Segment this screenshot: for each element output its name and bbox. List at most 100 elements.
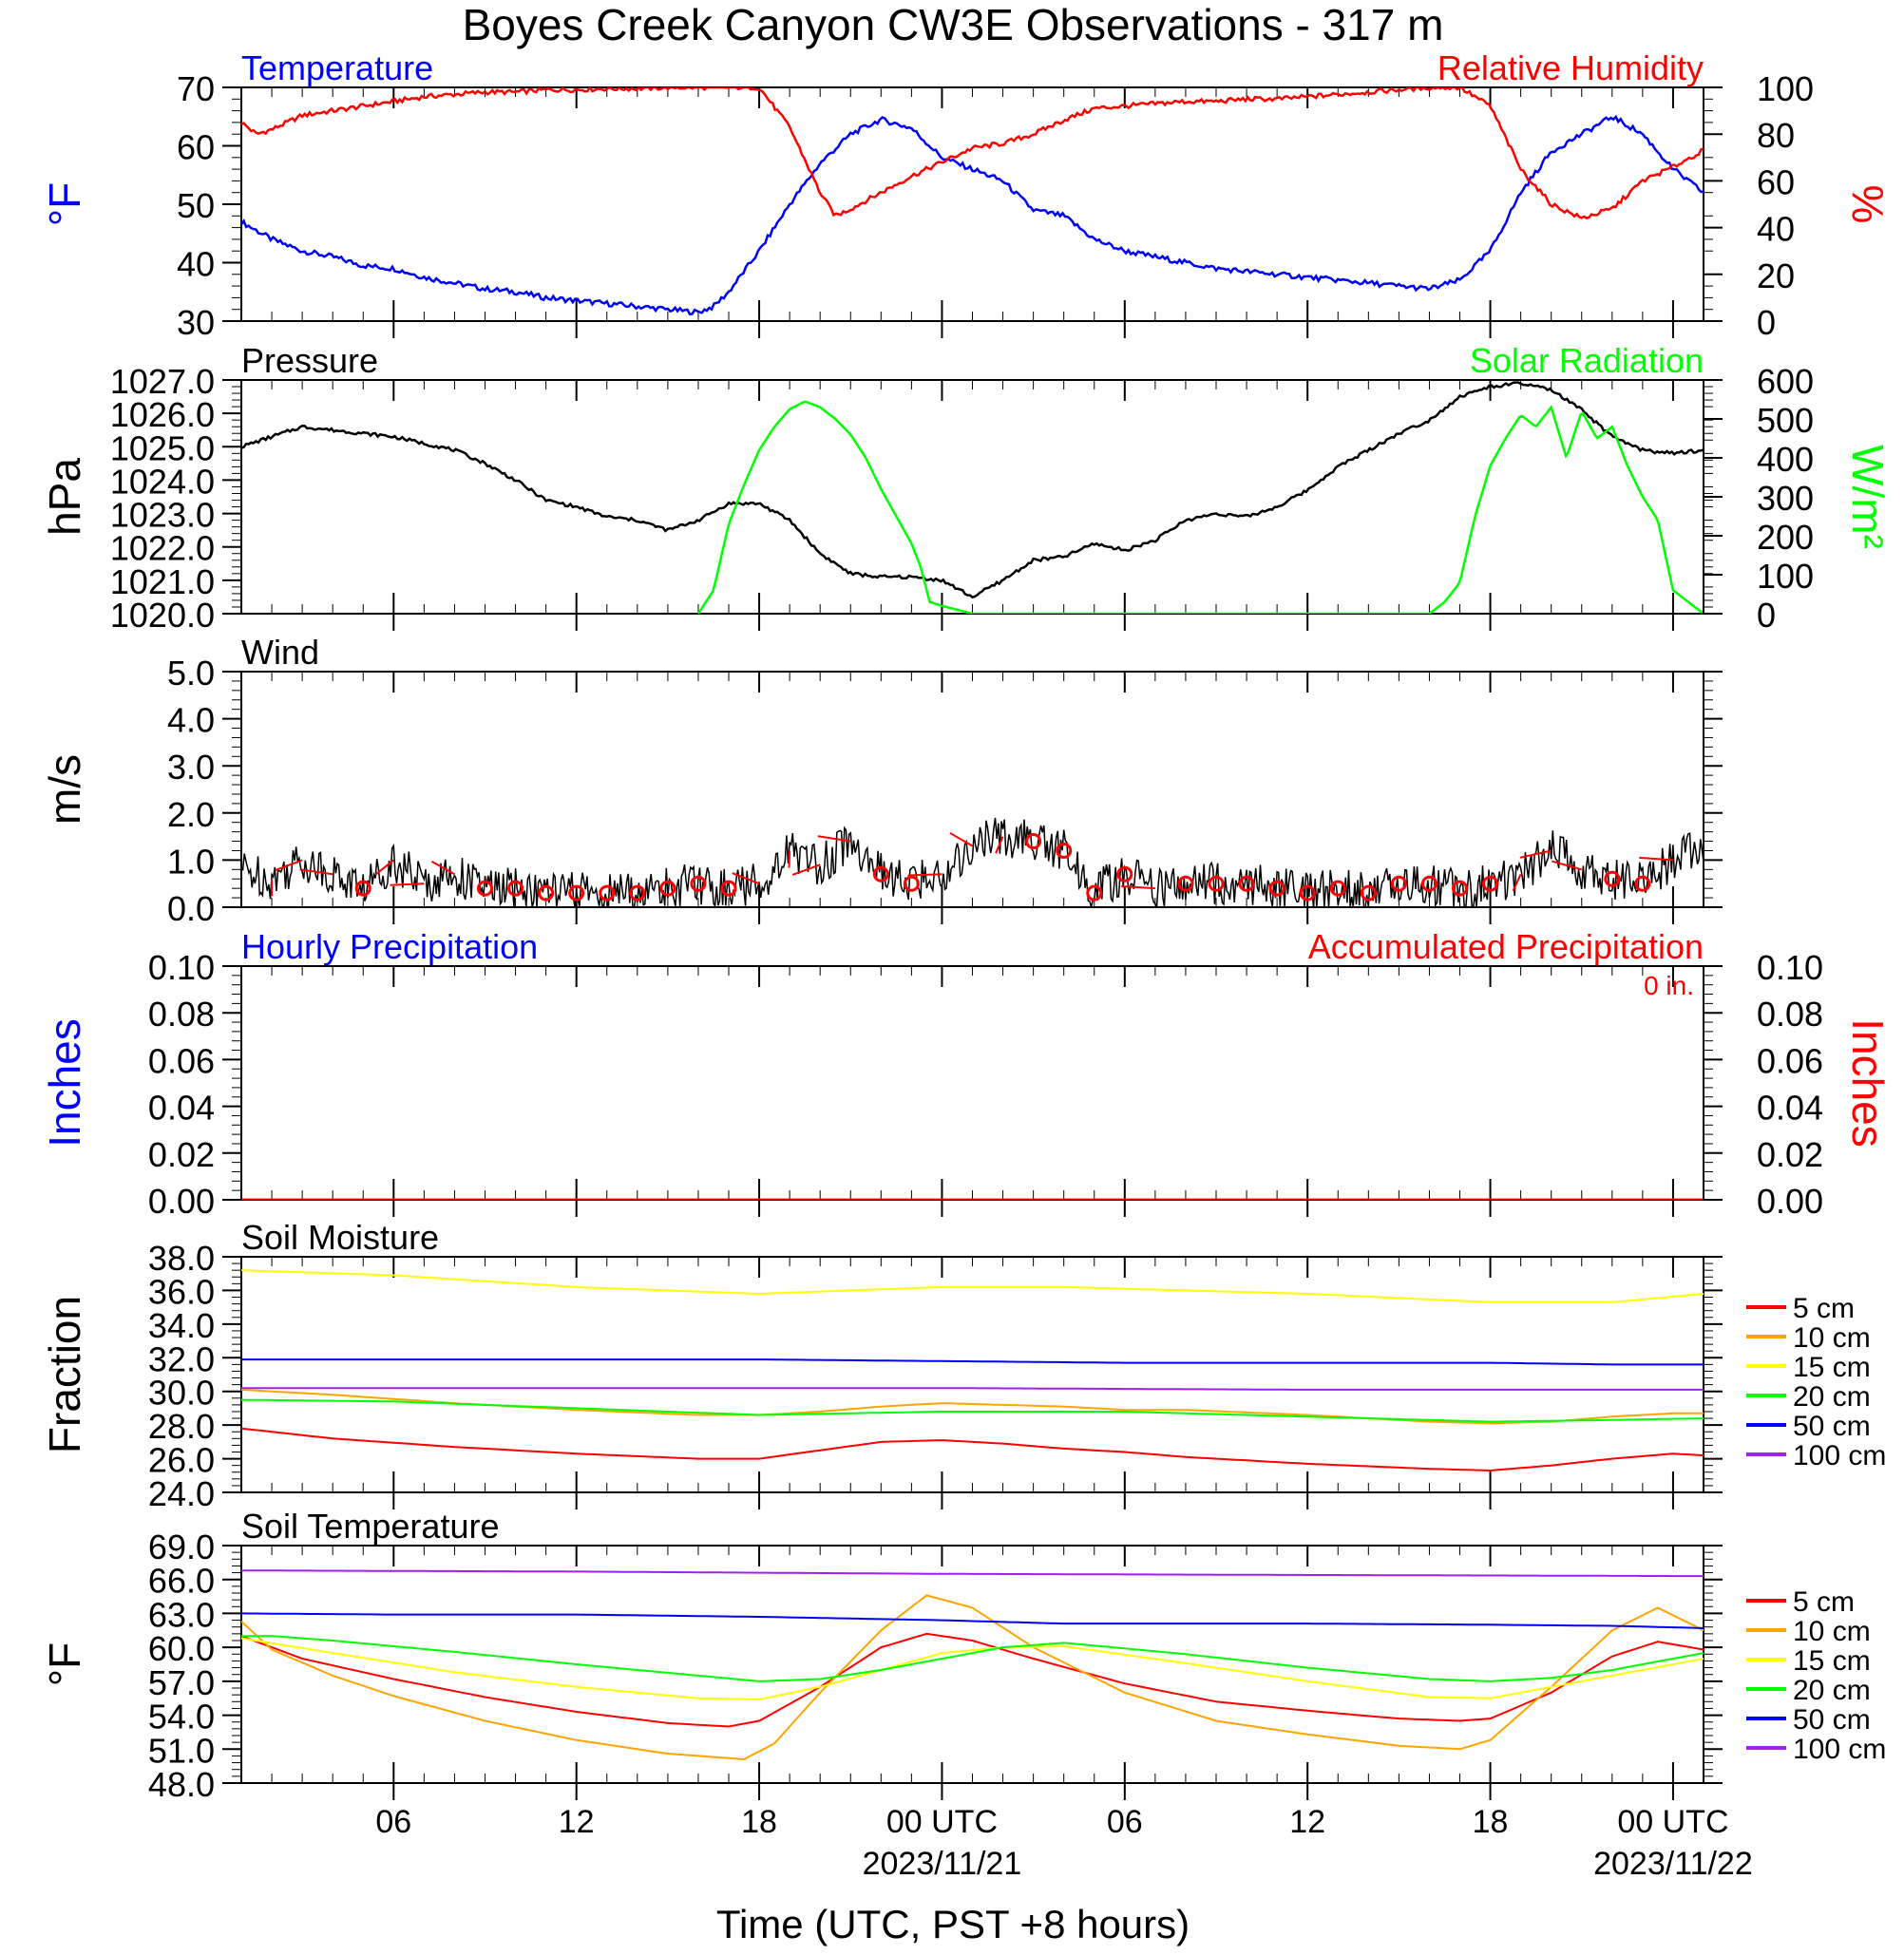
y-tick-label: 1025.0 bbox=[110, 428, 215, 467]
legend-label: 100 cm bbox=[1793, 1440, 1886, 1471]
y-tick-label: 0.06 bbox=[148, 1041, 215, 1080]
wind-barb-calm bbox=[1086, 884, 1103, 902]
wind-barb bbox=[1121, 884, 1155, 890]
y-tick-label: 34.0 bbox=[148, 1306, 215, 1345]
wind-barb bbox=[299, 868, 333, 876]
y-tick-label: 38.0 bbox=[148, 1239, 215, 1278]
y-tick-label: 66.0 bbox=[148, 1562, 215, 1601]
y-tick-label-right: 0 bbox=[1757, 596, 1776, 635]
legend-label: 20 cm bbox=[1793, 1381, 1871, 1413]
y-tick-label: 40 bbox=[177, 245, 215, 284]
y-tick-label: 48.0 bbox=[148, 1765, 215, 1804]
y-tick-label: 1023.0 bbox=[110, 496, 215, 535]
y-axis-label-left: Fraction bbox=[40, 1296, 89, 1453]
x-tick-label: 06 bbox=[1107, 1804, 1143, 1840]
legend-label: 100 cm bbox=[1793, 1734, 1886, 1765]
y-tick-label: 30.0 bbox=[148, 1374, 215, 1413]
y-tick-label-right: 200 bbox=[1757, 518, 1814, 557]
wind-barb-calm bbox=[538, 884, 555, 902]
wind-barb bbox=[995, 836, 1004, 854]
series-line-solar-radiation bbox=[696, 400, 1704, 614]
y-axis-label-right: Inches bbox=[1843, 1018, 1893, 1148]
y-tick-label-right: 500 bbox=[1757, 401, 1814, 440]
wind-barb-calm bbox=[1604, 870, 1621, 887]
y-tick-label: 2.0 bbox=[167, 795, 215, 834]
y-tick-label: 5.0 bbox=[167, 654, 215, 693]
y-tick-label: 51.0 bbox=[148, 1731, 215, 1770]
wind-barb bbox=[1639, 856, 1674, 862]
wind-barb-calm bbox=[1420, 875, 1438, 892]
x-date-label: 2023/11/21 bbox=[863, 1846, 1022, 1882]
wind-barb bbox=[390, 883, 425, 886]
series-line-5-cm bbox=[241, 1427, 1704, 1472]
panel-3: 0.0 1.0 2.0 3.0 4.0 5.0 Wind m/s bbox=[40, 633, 1723, 928]
wind-barb-calm bbox=[903, 875, 920, 892]
series-line-10-cm bbox=[241, 1594, 1704, 1761]
y-tick-label: 63.0 bbox=[148, 1595, 215, 1634]
series-line-50-cm bbox=[241, 1358, 1704, 1366]
panel-title-left: Soil Temperature bbox=[241, 1507, 499, 1546]
wind-barb-calm bbox=[1177, 875, 1194, 892]
panel-title-left: Soil Moisture bbox=[241, 1218, 439, 1257]
panel-4: 0.00 0.02 0.04 0.06 0.08 0.10 0.00 0.02 0.04 0.06… bbox=[40, 927, 1893, 1221]
wind-barb bbox=[1512, 873, 1522, 892]
wind-barb-calm bbox=[1360, 884, 1377, 902]
legend-label: 5 cm bbox=[1793, 1586, 1855, 1618]
y-tick-label-right: 0 bbox=[1757, 303, 1776, 342]
wind-barb-calm bbox=[507, 880, 524, 897]
y-tick-label-right: 300 bbox=[1757, 479, 1814, 518]
y-tick-label-right: 400 bbox=[1757, 440, 1814, 479]
x-tick-label: 00 UTC bbox=[1617, 1804, 1728, 1840]
wind-barb bbox=[1519, 849, 1552, 859]
panel-title-right: Relative Humidity bbox=[1438, 48, 1704, 87]
wind-barb-calm bbox=[568, 884, 585, 902]
y-tick-label: 28.0 bbox=[148, 1407, 215, 1446]
wind-barb bbox=[732, 872, 760, 885]
wind-barb bbox=[374, 859, 394, 876]
panel-6: 48.051.054.057.060.063.066.069.0 Soil Tem… bbox=[40, 1507, 1886, 1804]
legend-label: 15 cm bbox=[1793, 1352, 1871, 1383]
legend-label: 10 cm bbox=[1793, 1322, 1871, 1354]
legend-label: 10 cm bbox=[1793, 1616, 1871, 1647]
series-line-50-cm bbox=[241, 1612, 1704, 1629]
wind-barb bbox=[275, 859, 303, 872]
series-line-20-cm bbox=[241, 1635, 1704, 1682]
wind-barb-calm bbox=[1482, 875, 1499, 892]
wind-barb-calm bbox=[720, 880, 737, 897]
wind-barb-calm bbox=[690, 875, 707, 892]
wind-barb bbox=[907, 873, 942, 877]
y-tick-label: 1021.0 bbox=[110, 562, 215, 601]
y-tick-label: 0.02 bbox=[148, 1135, 215, 1174]
wind-barb-calm bbox=[1208, 875, 1225, 892]
wind-barb-calm bbox=[354, 880, 371, 897]
y-tick-label: 26.0 bbox=[148, 1441, 215, 1480]
wind-barb bbox=[788, 850, 791, 868]
y-axis-label-left: °F bbox=[40, 1642, 89, 1687]
y-tick-label-right: 0.06 bbox=[1757, 1041, 1823, 1080]
y-tick-label: 50 bbox=[177, 186, 215, 225]
series-line-temperature bbox=[241, 114, 1704, 316]
y-tick-label-right: 100 bbox=[1757, 69, 1814, 108]
panel-1: 30 40 50 60 70 0 20 40 60 80 100 Temperature Relativ… bbox=[40, 48, 1893, 342]
wind-barb bbox=[430, 861, 455, 876]
y-tick-label: 1022.0 bbox=[110, 529, 215, 568]
y-tick-label-right: 0.00 bbox=[1757, 1182, 1823, 1221]
y-tick-label-right: 40 bbox=[1757, 210, 1795, 249]
y-axis-label-right: % bbox=[1843, 185, 1893, 224]
panel-title-left: Hourly Precipitation bbox=[241, 927, 538, 966]
x-tick-label: 06 bbox=[375, 1804, 411, 1840]
series-line-100-cm bbox=[241, 1387, 1704, 1391]
panel-title-left: Wind bbox=[241, 633, 319, 672]
wind-barb-calm bbox=[477, 880, 493, 897]
wind-barb-calm bbox=[1238, 875, 1255, 892]
series-line-15-cm bbox=[241, 1269, 1704, 1303]
legend-label: 50 cm bbox=[1793, 1411, 1871, 1442]
series-line-20-cm bbox=[241, 1398, 1704, 1423]
y-tick-label-right: 60 bbox=[1757, 162, 1795, 201]
wind-barb bbox=[1551, 860, 1583, 871]
panel-title-left: Pressure bbox=[241, 341, 378, 380]
y-tick-label: 1.0 bbox=[167, 842, 215, 881]
legend-label: 5 cm bbox=[1793, 1293, 1855, 1324]
panel-5: 24.026.028.030.032.034.036.038.0 Soil Moi… bbox=[40, 1218, 1886, 1513]
y-tick-label: 3.0 bbox=[167, 748, 215, 787]
